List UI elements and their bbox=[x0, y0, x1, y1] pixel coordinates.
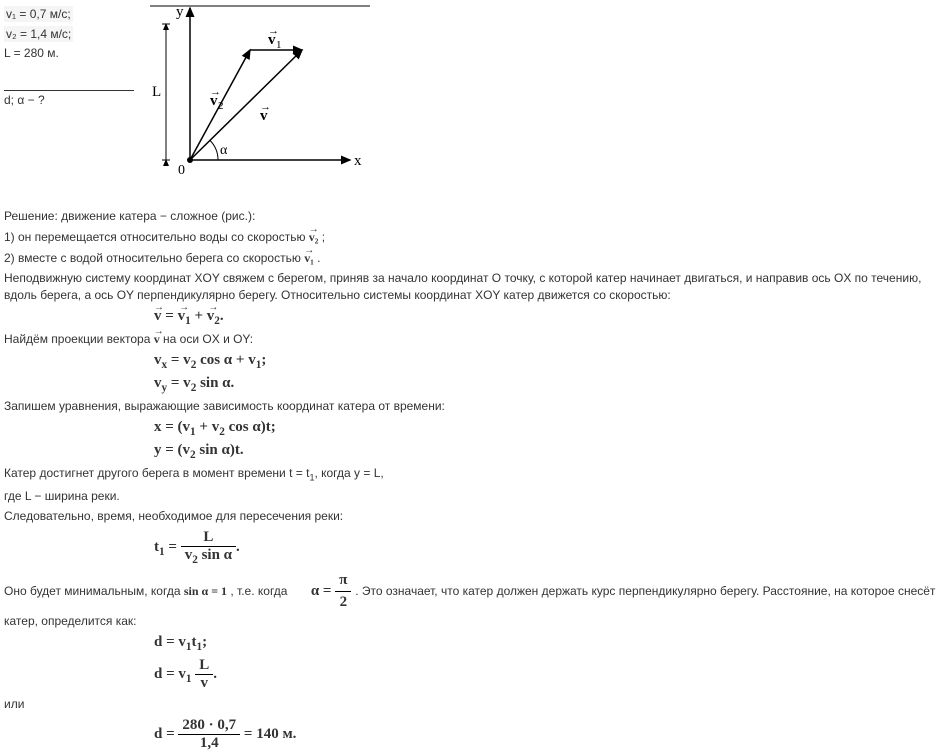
given-block: v₁ = 0,7 м/с; v₂ = 1,4 м/с; L = 280 м. d… bbox=[4, 4, 134, 109]
point-2-end: . bbox=[317, 251, 320, 265]
solution-content: Решение: движение катера − сложное (рис.… bbox=[4, 4, 943, 752]
v-vector-inline: →v bbox=[154, 331, 160, 348]
svg-text:1: 1 bbox=[276, 39, 282, 51]
given-L: L = 280 м. bbox=[4, 46, 134, 60]
projections-text: Найдём проекции вектора →v на оси OX и O… bbox=[4, 331, 943, 348]
crossing-time-text: Следовательно, время, необходимое для пе… bbox=[4, 508, 943, 525]
point-1: 1) он перемещается относительно воды со … bbox=[4, 229, 943, 246]
eq-vy: vy = v2 sin α. bbox=[154, 375, 943, 394]
eq-coords: x = (v1 + v2 cos α)t; y = (v2 sin α)t. bbox=[154, 419, 943, 461]
solution-intro: Решение: движение катера − сложное (рис.… bbox=[4, 208, 943, 225]
given-v2: v₂ = 1,4 м/с; bbox=[4, 26, 73, 42]
point-2-text: 2) вместе с водой относительно берега со… bbox=[4, 251, 304, 265]
eq-d-block: d = v1t1; d = v1 Lv. bbox=[154, 634, 943, 692]
v1-vector-inline: →v₁ bbox=[304, 250, 314, 267]
eq-x: x = (v1 + v2 cos α)t; bbox=[154, 419, 943, 438]
eq-projections: vx = v2 cos α + v1; vy = v2 sin α. bbox=[154, 352, 943, 394]
time-dep-text: Запишем уравнения, выражающие зависимост… bbox=[4, 398, 943, 415]
eq-t1: t1 = Lv2 sin α. bbox=[154, 529, 943, 566]
svg-text:y: y bbox=[176, 4, 184, 20]
diagram-svg: yx0Lv2→v1→v→α bbox=[150, 0, 370, 195]
reach-bank-text: Катер достигнет другого берега в момент … bbox=[4, 465, 943, 484]
svg-text:0: 0 bbox=[178, 163, 185, 178]
eq-y: y = (v2 sin α)t. bbox=[154, 442, 943, 461]
coord-system-text: Неподвижную систему координат XOY свяжем… bbox=[4, 270, 943, 304]
given-divider bbox=[4, 90, 134, 91]
eq-velocity-sum: →v = →v1 + →v2. bbox=[154, 308, 943, 327]
eq-vx: vx = v2 cos α + v1; bbox=[154, 352, 943, 371]
eq-d2: d = v1 Lv. bbox=[154, 657, 943, 692]
svg-text:→: → bbox=[268, 25, 279, 37]
svg-text:2: 2 bbox=[218, 100, 224, 112]
given-v1: v₁ = 0,7 м/с; bbox=[4, 6, 73, 22]
point-1-end: ; bbox=[322, 230, 325, 244]
eq-alpha: α = π2 bbox=[311, 583, 355, 599]
given-question: d; α − ? bbox=[4, 93, 134, 107]
vector-diagram: yx0Lv2→v1→v→α bbox=[150, 0, 370, 198]
svg-text:α: α bbox=[220, 143, 228, 158]
eq-d3: d = 280 · 0,71,4 = 140 м. bbox=[154, 717, 943, 752]
svg-text:L: L bbox=[152, 84, 161, 100]
L-width-text: где L − ширина реки. bbox=[4, 488, 943, 505]
svg-text:→: → bbox=[210, 86, 221, 98]
sin-alpha-1: sin α = 1 bbox=[184, 584, 227, 598]
point-2: 2) вместе с водой относительно берега со… bbox=[4, 250, 943, 267]
point-1-text: 1) он перемещается относительно воды со … bbox=[4, 230, 309, 244]
eq-d1: d = v1t1; bbox=[154, 634, 943, 653]
or-text: или bbox=[4, 696, 943, 713]
svg-text:x: x bbox=[354, 153, 362, 169]
svg-text:→: → bbox=[260, 101, 271, 113]
proj-text-b: на оси OX и OY: bbox=[163, 332, 253, 346]
proj-text-a: Найдём проекции вектора bbox=[4, 332, 154, 346]
minimum-text: Оно будет минимальным, когда sin α = 1 ,… bbox=[4, 570, 943, 630]
